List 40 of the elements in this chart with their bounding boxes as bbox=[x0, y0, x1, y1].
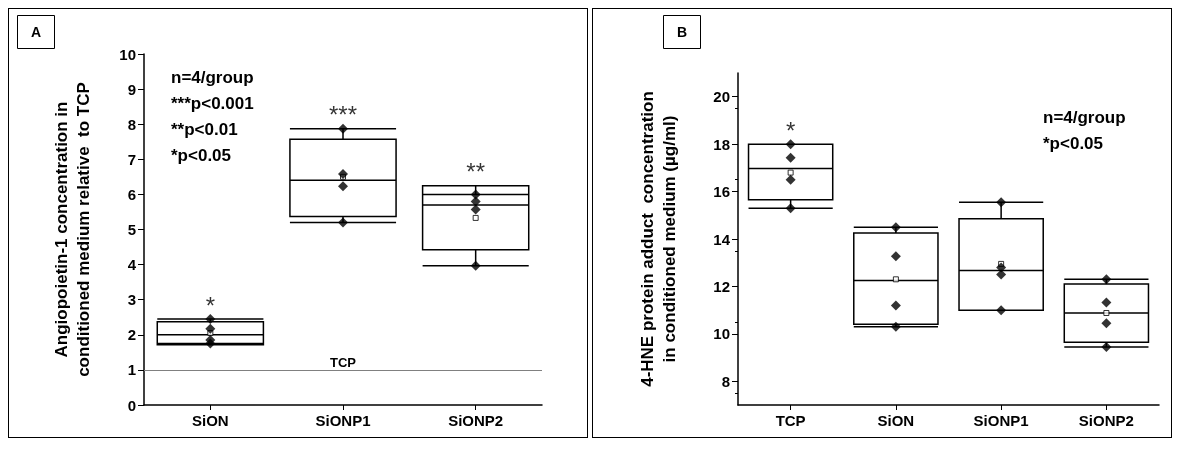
y-tick-label: 9 bbox=[127, 80, 136, 98]
chart-title: B bbox=[677, 24, 688, 40]
x-tick-label: SiONP2 bbox=[1078, 412, 1134, 429]
y-tick-label: 16 bbox=[713, 183, 730, 201]
annotation: ** bbox=[466, 158, 486, 186]
y-axis-title: Angiopoietin-1 concentration in conditioned medium relative to TCP bbox=[51, 82, 93, 377]
y-tick-label: 10 bbox=[713, 325, 730, 343]
x-tick-label: SiON bbox=[191, 412, 229, 429]
annotation: * bbox=[785, 116, 796, 144]
x-tick-label: TCP bbox=[775, 412, 806, 429]
y-tick-label: 20 bbox=[713, 88, 730, 106]
x-tick-label: SiONP1 bbox=[973, 412, 1029, 429]
y-tick-label: 10 bbox=[119, 45, 136, 63]
y-tick-label: 4 bbox=[127, 256, 137, 274]
y-tick-label: 1 bbox=[127, 361, 136, 379]
annotation: *p<0.05 bbox=[171, 145, 232, 165]
ref-line-label: TCP bbox=[330, 354, 357, 370]
annotation: * bbox=[205, 291, 216, 319]
y-tick-label: 12 bbox=[713, 277, 730, 295]
y-axis-title: 4-HNE protein adduct concentration in conditioned medium (µg/ml) bbox=[637, 91, 679, 387]
y-tick-label: 14 bbox=[713, 230, 731, 248]
annotation: n=4/group bbox=[1043, 107, 1126, 127]
x-tick-label: SiONP1 bbox=[315, 412, 371, 429]
y-tick-label: 8 bbox=[127, 115, 136, 133]
x-tick-label: SiONP2 bbox=[448, 412, 504, 429]
annotation: *** bbox=[328, 101, 358, 129]
y-tick-label: 6 bbox=[127, 185, 136, 203]
y-tick-label: 18 bbox=[713, 135, 730, 153]
annotation: *p<0.05 bbox=[1043, 133, 1104, 153]
x-tick-label: SiON bbox=[877, 412, 915, 429]
y-tick-label: 2 bbox=[127, 326, 136, 344]
y-tick-label: 7 bbox=[127, 150, 136, 168]
y-tick-label: 3 bbox=[127, 291, 136, 309]
y-tick-label: 0 bbox=[127, 396, 136, 414]
y-tick-label: 8 bbox=[721, 372, 730, 390]
chart-title: A bbox=[31, 24, 42, 40]
annotation: **p<0.01 bbox=[171, 119, 238, 139]
annotation: ***p<0.001 bbox=[171, 93, 254, 113]
y-tick-label: 5 bbox=[127, 221, 136, 238]
annotation: n=4/group bbox=[171, 67, 254, 87]
